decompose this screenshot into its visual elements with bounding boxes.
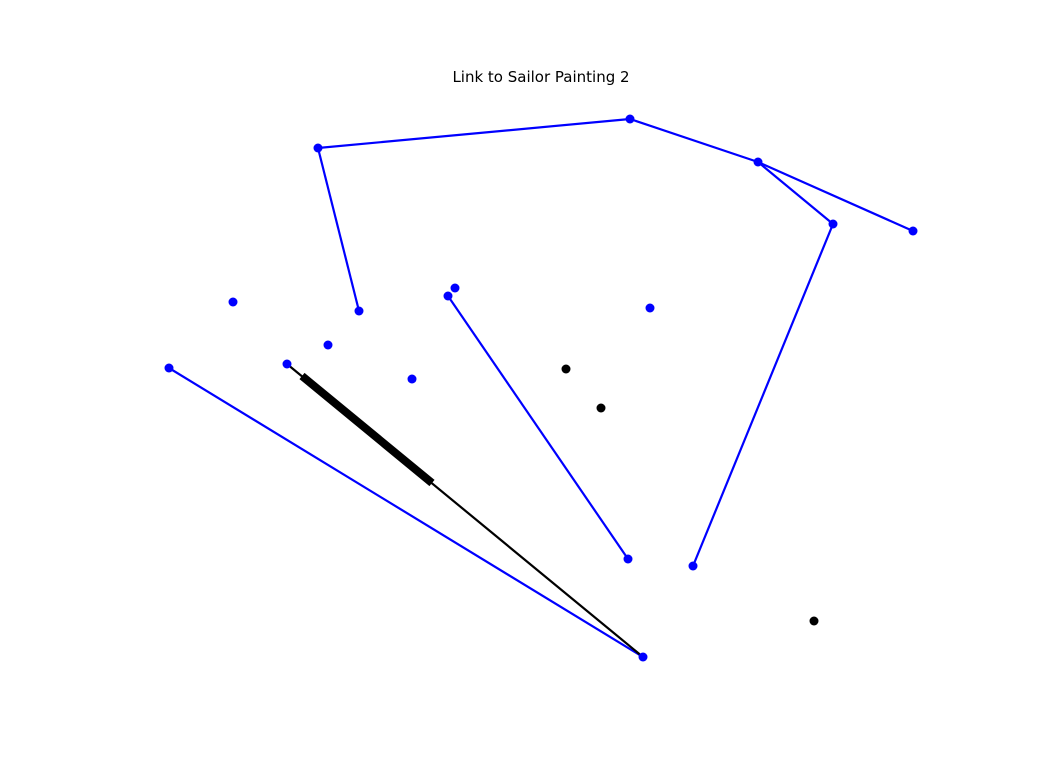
node-n3 — [753, 157, 763, 167]
node-n6 — [354, 306, 364, 316]
node-n20 — [809, 616, 819, 626]
node-n4 — [908, 226, 918, 236]
node-n19 — [596, 403, 606, 413]
edges-layer — [168, 117, 914, 658]
edge-n3-n5 — [757, 161, 834, 225]
node-n5 — [828, 219, 838, 229]
node-n1 — [313, 143, 323, 153]
emphasis-layer — [299, 372, 435, 487]
node-n13 — [228, 297, 238, 307]
node-n7 — [688, 561, 698, 571]
diagram-title: Link to Sailor Painting 2 — [452, 68, 630, 86]
node-n18 — [561, 364, 571, 374]
node-n15 — [323, 340, 333, 350]
node-n17 — [645, 303, 655, 313]
edge-n5-n7 — [691, 223, 835, 567]
node-n11 — [638, 652, 648, 662]
node-n2 — [625, 114, 635, 124]
node-n16 — [407, 374, 417, 384]
node-n10 — [164, 363, 174, 373]
node-n9 — [623, 554, 633, 564]
edge-n2-n3 — [629, 117, 759, 164]
edge-n10-n11 — [168, 367, 644, 658]
node-n12 — [282, 359, 292, 369]
nodes-layer — [164, 114, 918, 662]
edge-n8-n9 — [447, 295, 629, 560]
thick-segment-n12-n11 — [299, 372, 435, 487]
edge-n1-n2 — [317, 117, 631, 150]
node-n8 — [443, 291, 453, 301]
node-n14 — [450, 283, 460, 293]
edge-n1-n6 — [316, 147, 361, 312]
edge-n3-n4 — [757, 160, 914, 233]
